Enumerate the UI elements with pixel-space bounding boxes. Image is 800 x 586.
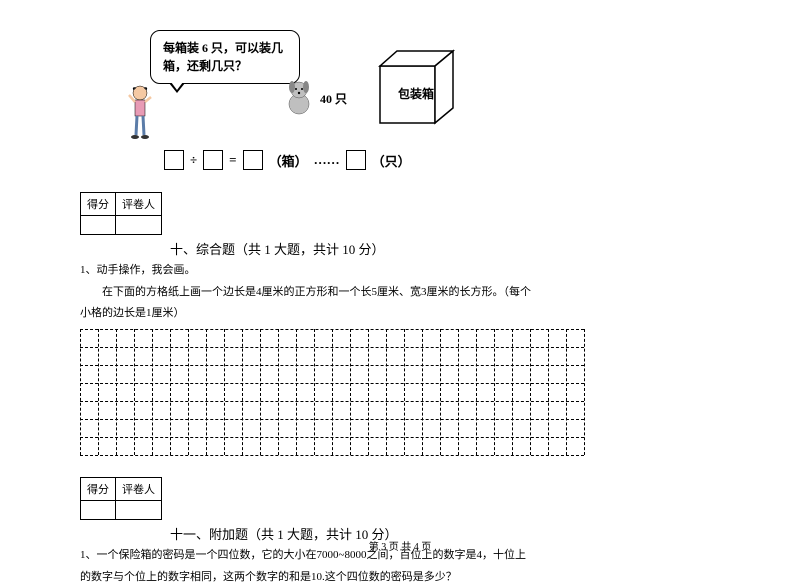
grid-vline: [494, 329, 495, 455]
grid-vline: [260, 329, 261, 455]
eq-blank-1: [164, 150, 184, 170]
unit-remain: （只）: [372, 151, 411, 170]
box-label-text: 包装箱: [398, 85, 434, 102]
toy-count-label: 40 只: [320, 90, 347, 107]
score-col1b: 得分: [81, 478, 116, 501]
grid-vline: [98, 329, 99, 455]
grid-vline: [476, 329, 477, 455]
grid-hline: [80, 455, 584, 456]
grid-vline: [512, 329, 513, 455]
eq-blank-3: [243, 150, 263, 170]
score-blank1: [81, 216, 116, 235]
q11-line2: 的数字与个位上的数字相同，这两个数字的和是10.这个四位数的密码是多少？: [80, 568, 620, 586]
score-col1: 得分: [81, 193, 116, 216]
eq-blank-4: [346, 150, 366, 170]
unit-boxes: （箱）: [269, 151, 308, 170]
bubble-line2: 箱，还剩几只？: [163, 59, 247, 73]
grid-vline: [548, 329, 549, 455]
grid-vline: [80, 329, 81, 455]
grid-vline: [584, 329, 585, 455]
grid-vline: [152, 329, 153, 455]
grid-vline: [350, 329, 351, 455]
grid-vline: [296, 329, 297, 455]
grid-vline: [170, 329, 171, 455]
score-table-10: 得分 评卷人: [80, 192, 162, 235]
score-blank2: [116, 216, 162, 235]
grid-vline: [530, 329, 531, 455]
equation-row: ÷ = （箱） …… （只）: [164, 150, 620, 170]
section-10-title: 十、综合题（共 1 大题，共计 10 分）: [170, 239, 620, 258]
op-dots: ……: [314, 152, 340, 168]
page-footer: 第 3 页 共 4 页: [0, 538, 800, 553]
grid-vline: [368, 329, 369, 455]
grid-vline: [404, 329, 405, 455]
op-divide: ÷: [190, 152, 197, 168]
q10-desc1: 在下面的方格纸上画一个边长是4厘米的正方形和一个长5厘米、宽3厘米的长方形。（每…: [80, 283, 620, 302]
score-blank4: [116, 501, 162, 520]
grid-vline: [206, 329, 207, 455]
grid-vline: [566, 329, 567, 455]
grid-vline: [314, 329, 315, 455]
eq-blank-2: [203, 150, 223, 170]
speech-bubble: 每箱装 6 只，可以装几 箱，还剩几只？: [150, 30, 300, 84]
drawing-grid: [80, 329, 584, 455]
score-table-11: 得分 评卷人: [80, 477, 162, 520]
grid-vline: [332, 329, 333, 455]
score-col2: 评卷人: [116, 193, 162, 216]
toy-dog-icon: [283, 78, 315, 116]
page-content: 每箱装 6 只，可以装几 箱，还剩几只？ 40 只 包装: [80, 30, 620, 586]
grid-vline: [458, 329, 459, 455]
score-col2b: 评卷人: [116, 478, 162, 501]
q10-desc2: 小格的边长是1厘米）: [80, 304, 620, 323]
q10-label: 1、动手操作，我会画。: [80, 261, 620, 280]
grid-vline: [278, 329, 279, 455]
bubble-line1: 每箱装 6 只，可以装几: [163, 41, 283, 55]
grid-vline: [386, 329, 387, 455]
grid-vline: [242, 329, 243, 455]
grid-vline: [440, 329, 441, 455]
op-equals: =: [229, 152, 236, 168]
girl-icon: [125, 85, 155, 140]
grid-vline: [134, 329, 135, 455]
score-blank3: [81, 501, 116, 520]
grid-vline: [188, 329, 189, 455]
grid-vline: [116, 329, 117, 455]
illustration-area: 每箱装 6 只，可以装几 箱，还剩几只？ 40 只 包装: [115, 30, 620, 150]
grid-vline: [422, 329, 423, 455]
grid-vline: [224, 329, 225, 455]
